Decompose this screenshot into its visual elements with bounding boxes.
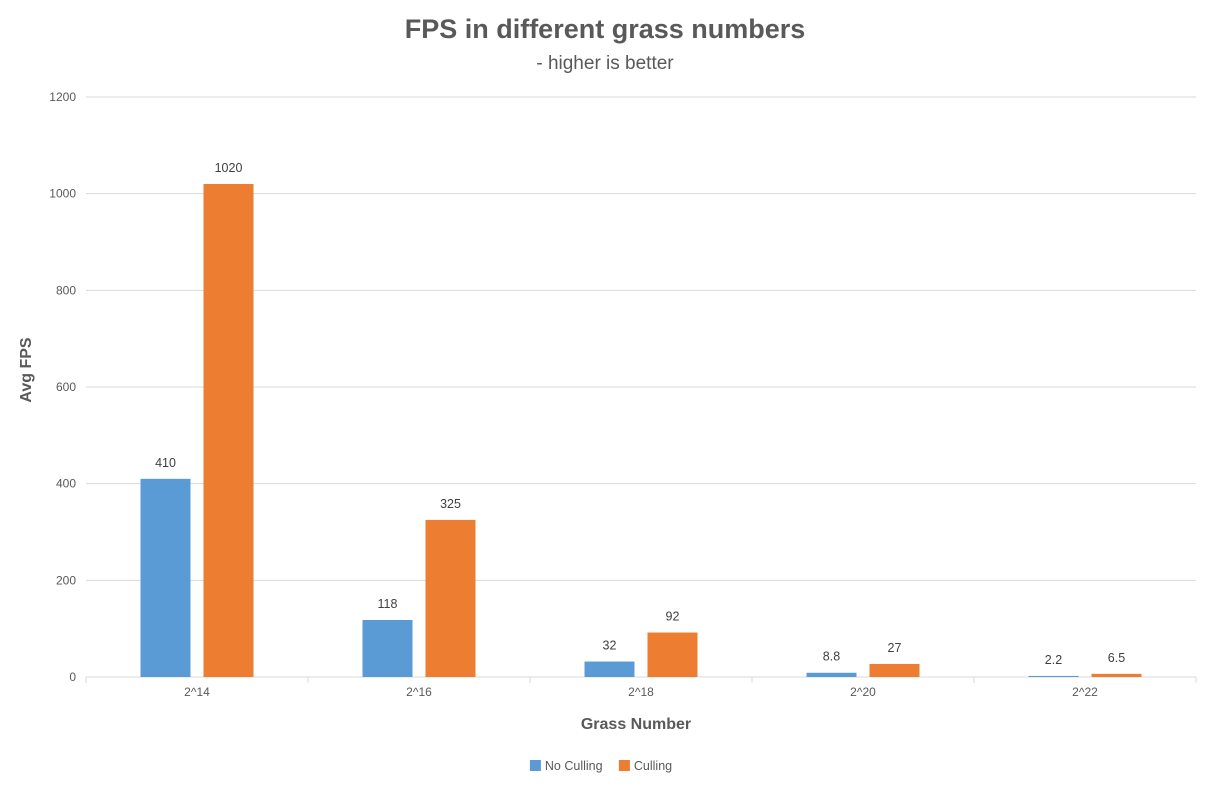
data-label: 325 [440, 497, 461, 511]
x-tick-label: 2^14 [184, 685, 210, 699]
data-label: 118 [378, 597, 398, 611]
legend-swatch [529, 760, 541, 771]
y-tick-label: 600 [56, 380, 76, 394]
y-tick-label: 400 [56, 477, 76, 491]
bar-culling [869, 663, 920, 677]
bar-culling [203, 184, 254, 677]
x-tick-label: 2^18 [628, 685, 654, 699]
bars [140, 184, 1142, 677]
y-tick-label: 800 [56, 283, 76, 297]
bar-culling [425, 519, 476, 677]
gridlines [85, 96, 1197, 683]
data-label: 1020 [215, 161, 243, 175]
data-label: 410 [155, 456, 176, 470]
x-tick-label: 2^20 [850, 685, 876, 699]
legend-label: Culling [634, 759, 672, 773]
y-tick-label: 1200 [49, 90, 76, 104]
bar-no-culling [1028, 675, 1079, 677]
data-label: 27 [888, 641, 902, 655]
x-axis-title: Grass Number [581, 716, 691, 733]
chart-title: FPS in different grass numbers [405, 14, 806, 44]
bar-no-culling [362, 619, 413, 677]
legend-label: No Culling [545, 759, 603, 773]
bar-culling [647, 632, 698, 677]
legend-swatch [618, 760, 630, 771]
bar-no-culling [584, 661, 635, 677]
y-tick-label: 0 [69, 670, 76, 684]
y-tick-label: 200 [56, 573, 76, 587]
bar-no-culling [140, 478, 191, 677]
x-axis-ticks: 2^14 2^16 2^18 2^20 2^22 [184, 685, 1098, 699]
y-tick-label: 1000 [49, 187, 76, 201]
data-label: 8.8 [823, 650, 840, 664]
data-label: 92 [666, 610, 680, 624]
data-label: 6.5 [1108, 651, 1125, 665]
chart-subtitle: - higher is better [536, 53, 674, 74]
x-tick-label: 2^22 [1072, 685, 1098, 699]
data-label: 32 [603, 639, 617, 653]
data-label: 2.2 [1045, 653, 1062, 667]
legend: No Culling Culling [529, 759, 672, 773]
y-axis-ticks: 0 200 400 600 800 1000 1200 [49, 90, 76, 684]
bar-no-culling [806, 672, 857, 677]
x-tick-label: 2^16 [406, 685, 432, 699]
bar-culling [1091, 673, 1142, 677]
data-labels: 410 1020 118 325 32 92 8.8 27 2.2 6.5 [155, 161, 1125, 667]
y-axis-title: Avg FPS [18, 337, 35, 403]
